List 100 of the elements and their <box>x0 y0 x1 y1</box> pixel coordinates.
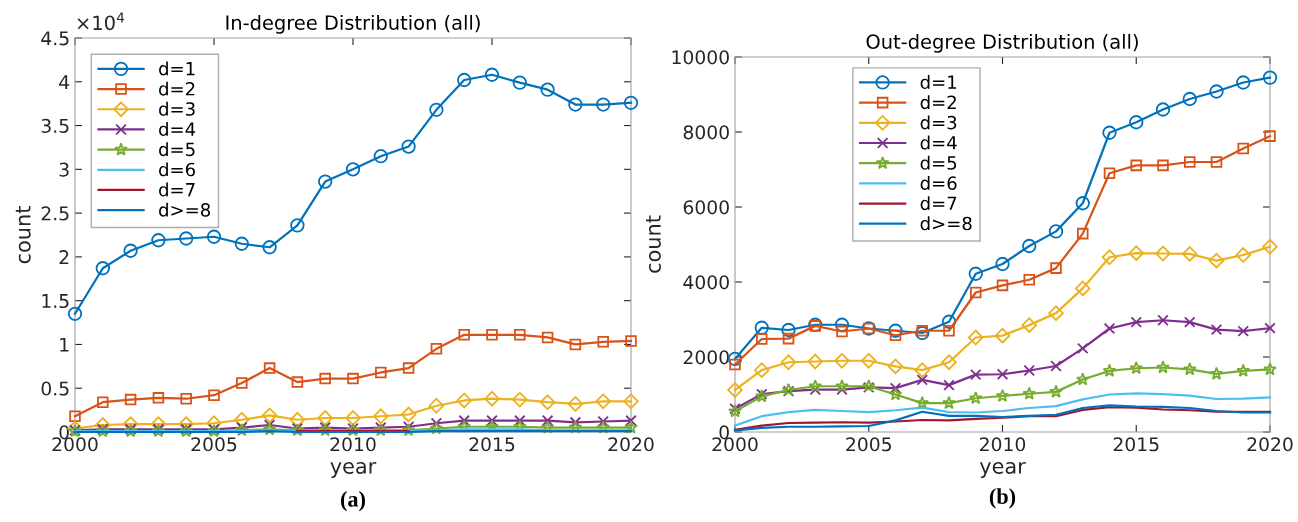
point <box>1048 224 1064 239</box>
point <box>318 174 333 189</box>
point <box>781 322 796 338</box>
point <box>1102 363 1117 377</box>
point <box>968 391 983 405</box>
point <box>261 407 278 424</box>
point <box>1129 361 1144 375</box>
point <box>1129 115 1144 130</box>
point <box>1183 156 1196 168</box>
point <box>1050 360 1062 372</box>
point <box>1210 323 1223 336</box>
legend-label: d>=8 <box>920 216 972 231</box>
point <box>151 233 166 248</box>
point <box>124 393 137 406</box>
point <box>1182 362 1197 376</box>
point <box>1181 246 1198 262</box>
x-tick-label: 2010 <box>980 437 1026 452</box>
point <box>1076 342 1089 355</box>
x-tick-label: 2020 <box>1247 437 1293 452</box>
point <box>375 366 387 379</box>
point <box>402 362 415 374</box>
y-tick-label: 4.5 <box>41 31 69 46</box>
point <box>1262 70 1278 85</box>
legend-label: d=4 <box>159 122 196 136</box>
point <box>1103 322 1116 335</box>
point <box>400 406 417 423</box>
point <box>1049 384 1063 398</box>
point <box>457 72 472 88</box>
y-tick-label: 4000 <box>683 275 729 290</box>
point <box>1050 262 1062 274</box>
point <box>540 420 555 434</box>
point <box>625 335 637 347</box>
x-tick-label: 2005 <box>191 437 237 452</box>
point <box>456 392 472 409</box>
point <box>568 97 583 112</box>
y-tick-label: 3 <box>59 162 69 177</box>
point <box>1021 317 1038 333</box>
point <box>996 368 1009 381</box>
point <box>1235 247 1252 263</box>
point <box>1102 125 1117 140</box>
y-tick-label: 8000 <box>683 125 729 140</box>
point <box>1074 280 1091 297</box>
chart-title: In-degree Distribution (all) <box>226 14 480 34</box>
point <box>1264 130 1276 142</box>
x-tick-label: 2015 <box>469 437 515 452</box>
point <box>373 408 389 425</box>
point <box>596 97 611 112</box>
point <box>1023 273 1036 286</box>
point <box>888 387 903 401</box>
y-tick-label: 2000 <box>683 350 729 365</box>
point <box>915 395 930 410</box>
y-tick-label: 10000 <box>672 50 729 65</box>
point <box>263 362 276 374</box>
point <box>540 82 555 97</box>
point <box>290 218 305 233</box>
point <box>624 420 638 434</box>
point <box>512 75 527 90</box>
text: ×10$^{4}$ <box>77 12 125 31</box>
chart-title: Out-degree Distribution (all) <box>866 33 1138 53</box>
point <box>1262 238 1278 255</box>
point <box>67 306 83 321</box>
point <box>152 392 165 404</box>
point <box>1264 322 1276 334</box>
point <box>1209 366 1224 380</box>
point <box>916 324 929 337</box>
point <box>597 336 609 348</box>
point <box>1210 156 1223 168</box>
point <box>1075 372 1090 386</box>
point <box>345 162 361 177</box>
point <box>887 358 904 375</box>
point <box>484 390 500 407</box>
point <box>1130 316 1143 328</box>
point <box>835 379 849 393</box>
point <box>782 332 795 345</box>
point <box>836 325 848 338</box>
line-series <box>733 392 1272 427</box>
point <box>180 392 192 405</box>
point <box>1157 159 1169 172</box>
legend-label: d=4 <box>920 135 957 150</box>
point <box>345 410 361 426</box>
point <box>401 139 416 154</box>
legend-label: d=7 <box>920 196 957 211</box>
point <box>539 394 556 411</box>
legend-label: d=1 <box>920 75 957 90</box>
legend-label: d=1 <box>159 61 195 76</box>
point <box>97 396 109 408</box>
point <box>888 323 903 338</box>
point <box>914 362 931 378</box>
point <box>995 256 1010 272</box>
y-tick-label: 1.5 <box>42 294 69 309</box>
point <box>595 393 611 410</box>
point <box>623 95 639 110</box>
point <box>1155 245 1171 262</box>
point <box>1183 316 1196 328</box>
x-tick-label: 2015 <box>1113 437 1159 452</box>
point <box>262 422 277 436</box>
point <box>262 240 277 255</box>
point <box>430 343 443 355</box>
point <box>291 376 304 388</box>
point <box>458 329 470 341</box>
